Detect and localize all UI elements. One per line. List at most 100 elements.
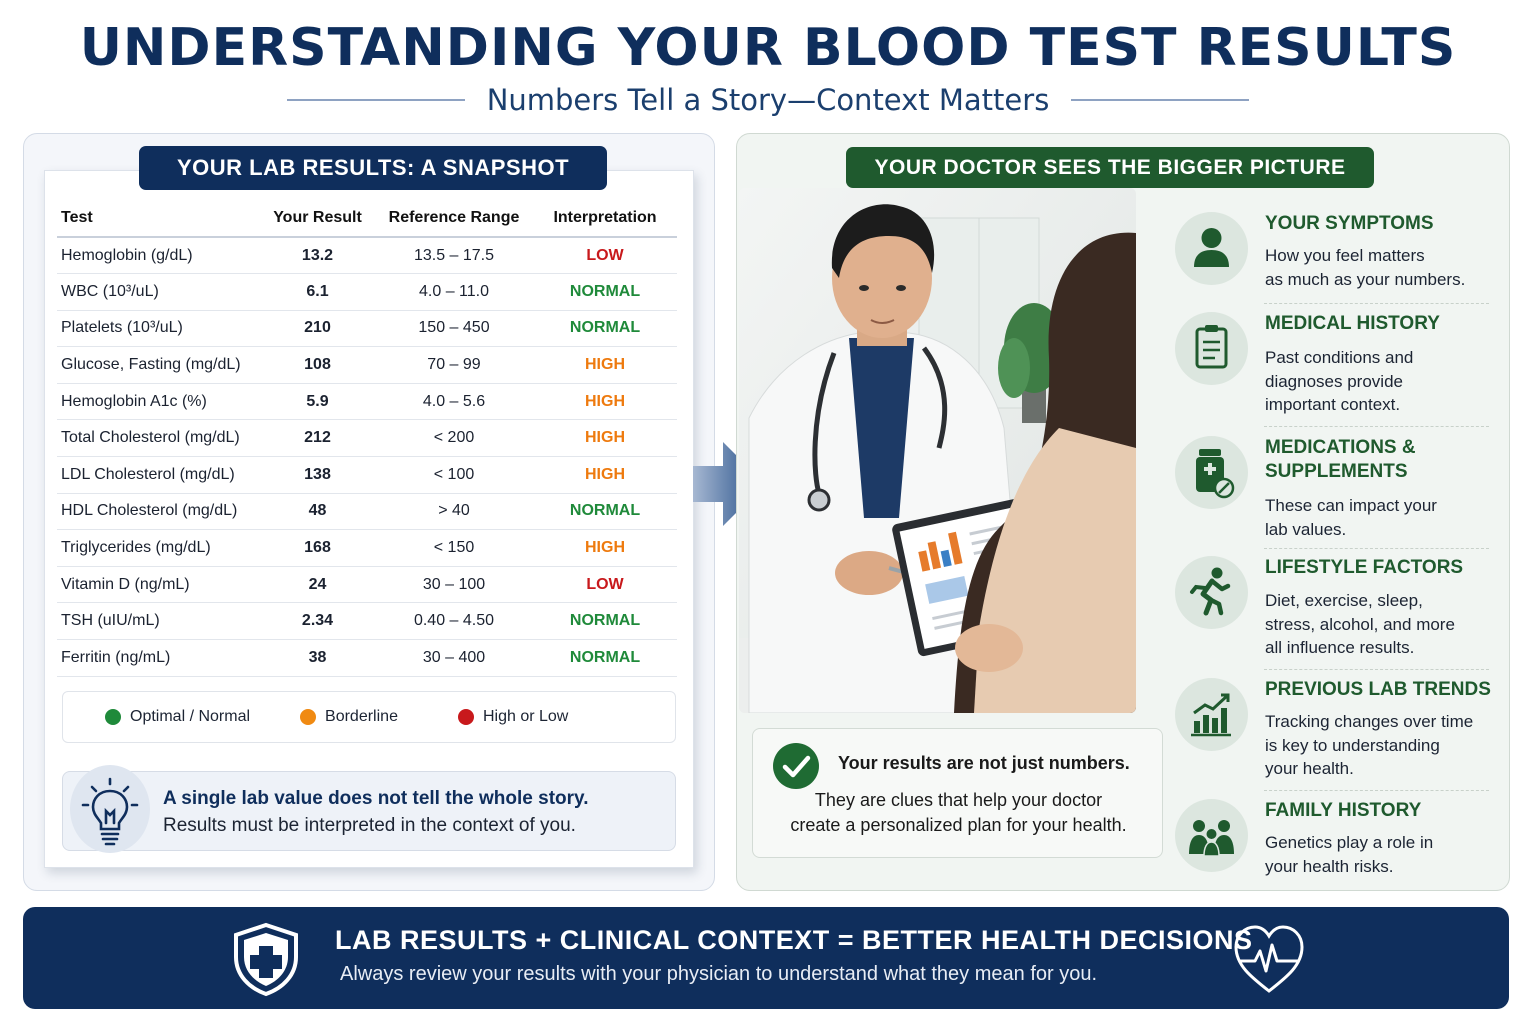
factor-desc-line: Diet, exercise, sleep, [1265,591,1423,610]
factor-medications: MEDICATIONS & SUPPLEMENTS These can impa… [1175,436,1490,541]
reference-range-cell: 4.0 – 11.0 [375,273,533,311]
interpretation-cell: LOW [533,237,677,275]
factor-title: MEDICATIONS & [1265,437,1416,458]
legend-label-borderline: Borderline [325,708,398,725]
result-value-cell: 24 [260,566,375,604]
reference-range-cell: < 200 [375,419,533,458]
footer-title: LAB RESULTS + CLINICAL CONTEXT = BETTER … [335,925,1253,955]
footer-banner [23,907,1509,1009]
doctor-panel-header: YOUR DOCTOR SEES THE BIGGER PICTURE [846,147,1374,188]
interpretation-cell: NORMAL [533,639,677,677]
reference-range-cell: < 150 [375,529,533,567]
factor-divider [1264,669,1489,670]
table-row: Glucose, Fasting (mg/dL) 108 70 – 99 HIGH [57,346,677,384]
result-value-cell: 48 [260,493,375,531]
test-name-cell: TSH (uIU/mL) [57,602,260,641]
factor-title-line2: SUPPLEMENTS [1265,461,1408,482]
table-header-row: Test Your Result Reference Range Interpr… [57,199,677,238]
table-row: Total Cholesterol (mg/dL) 212 < 200 HIGH [57,419,677,458]
test-name-cell: HDL Cholesterol (mg/dL) [57,493,260,531]
running-person-icon [1175,556,1248,629]
interpretation-cell: HIGH [533,383,677,421]
results-note: Your results are not just numbers. They … [752,728,1163,858]
shield-plus-icon [234,922,298,997]
callout-text: Results must be interpreted in the conte… [163,815,576,836]
interpretation-cell: NORMAL [533,493,677,531]
context-callout: A single lab value does not tell the who… [62,765,676,853]
interpretation-cell: LOW [533,566,677,604]
result-value-cell: 168 [260,529,375,567]
result-value-cell: 6.1 [260,273,375,311]
factor-desc-line: is key to understanding [1265,735,1440,755]
factor-desc-line: These can impact your [1265,496,1437,515]
factor-desc-line: as much as your numbers. [1265,269,1466,289]
interpretation-cell: NORMAL [533,273,677,311]
interpretation-cell: HIGH [533,529,677,567]
arrow-right-icon [693,442,765,526]
note-text-line2: create a personalized plan for your heal… [790,815,1127,835]
factor-desc-line: How you feel matters [1265,246,1425,265]
interpretation-cell: NORMAL [533,602,677,641]
test-name-cell: LDL Cholesterol (mg/dL) [57,456,260,494]
result-value-cell: 2.34 [260,602,375,641]
reference-range-cell: 30 – 100 [375,566,533,604]
factor-desc-line: lab values. [1265,519,1347,539]
column-header-interpretation: Interpretation [533,199,677,238]
column-header-test: Test [57,199,260,238]
factor-title: LIFESTYLE FACTORS [1265,557,1464,578]
result-value-cell: 210 [260,310,375,348]
interpretation-cell: HIGH [533,456,677,494]
factor-symptoms: YOUR SYMPTOMS How you feel matters as mu… [1175,212,1490,302]
subtitle-rule-right [1071,99,1250,101]
table-row: WBC (10³/uL) 6.1 4.0 – 11.0 NORMAL [57,273,677,311]
lab-results-table: Test Your Result Reference Range Interpr… [57,199,677,677]
table-row: Ferritin (ng/mL) 38 30 – 400 NORMAL [57,639,677,677]
note-text-line1: They are clues that help your doctor [814,790,1103,810]
factor-divider [1264,790,1489,791]
note-bold-text: Your results are not just numbers. [838,753,1130,773]
table-row: Hemoglobin (g/dL) 13.2 13.5 – 17.5 LOW [57,237,677,275]
result-value-cell: 13.2 [260,237,375,275]
factor-desc-line: Genetics play a role in [1265,833,1434,852]
legend-dot-borderline [300,709,317,725]
table-row: LDL Cholesterol (mg/dL) 138 < 100 HIGH [57,456,677,494]
reference-range-cell: 70 – 99 [375,346,533,384]
table-row: Triglycerides (mg/dL) 168 < 150 HIGH [57,529,677,567]
reference-range-cell: > 40 [375,493,533,531]
trend-chart-icon [1175,678,1248,751]
legend-label-normal: Optimal / Normal [130,708,251,725]
page-title: UNDERSTANDING YOUR BLOOD TEST RESULTS [79,18,1457,78]
factor-desc-line: Past conditions and [1265,348,1414,367]
test-name-cell: Total Cholesterol (mg/dL) [57,419,260,458]
interpretation-cell: NORMAL [533,310,677,348]
factor-desc-line: your health risks. [1265,856,1394,876]
column-header-result: Your Result [260,199,375,238]
factor-divider [1264,548,1489,549]
reference-range-cell: < 100 [375,456,533,494]
result-value-cell: 108 [260,346,375,384]
interpretation-cell: HIGH [533,346,677,384]
factor-title: FAMILY HISTORY [1265,800,1422,821]
reference-range-cell: 30 – 400 [375,639,533,677]
factor-title: YOUR SYMPTOMS [1265,213,1434,234]
factor-title: MEDICAL HISTORY [1265,313,1440,334]
callout-bold-text: A single lab value does not tell the who… [163,788,589,809]
test-name-cell: Vitamin D (ng/mL) [57,566,260,604]
person-icon [1175,212,1248,285]
table-row: HDL Cholesterol (mg/dL) 48 > 40 NORMAL [57,493,677,531]
factor-medical-history: MEDICAL HISTORY Past conditions and diag… [1175,312,1490,422]
page-subtitle: Numbers Tell a Story—Context Matters [486,83,1050,117]
legend-dot-abnormal [457,709,474,725]
factor-divider [1264,303,1489,304]
legend-item-abnormal: High or Low [457,708,568,726]
legend-dot-normal [105,709,121,725]
factor-lifestyle: LIFESTYLE FACTORS Diet, exercise, sleep,… [1175,556,1490,661]
test-name-cell: Platelets (10³/uL) [57,310,260,348]
result-value-cell: 5.9 [260,383,375,421]
test-name-cell: Hemoglobin (g/dL) [57,237,260,275]
test-name-cell: WBC (10³/uL) [57,273,260,311]
test-name-cell: Triglycerides (mg/dL) [57,529,260,567]
pill-bottle-icon [1175,436,1248,509]
factor-desc-line: all influence results. [1265,638,1415,657]
legend-item-normal: Optimal / Normal [105,708,250,726]
